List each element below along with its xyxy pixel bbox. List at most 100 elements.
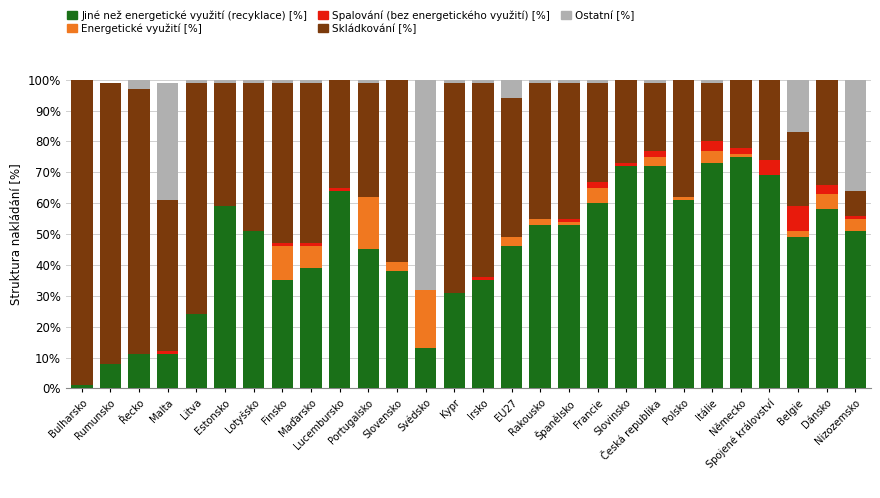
Bar	[587, 80, 608, 83]
Bar	[215, 80, 236, 83]
Bar	[300, 247, 322, 268]
Bar	[816, 194, 838, 209]
Bar	[99, 83, 121, 364]
Bar	[730, 147, 752, 154]
Bar	[444, 293, 465, 388]
Bar	[473, 280, 494, 388]
Bar	[759, 80, 781, 160]
Bar	[845, 219, 866, 231]
Bar	[357, 83, 379, 197]
Bar	[157, 200, 179, 352]
Bar	[816, 80, 838, 185]
Bar	[414, 80, 436, 290]
Bar	[414, 348, 436, 388]
Bar	[644, 83, 665, 151]
Bar	[272, 80, 293, 83]
Bar	[157, 352, 179, 355]
Bar	[128, 355, 150, 388]
Bar	[272, 244, 293, 247]
Bar	[444, 80, 465, 83]
Bar	[587, 188, 608, 203]
Bar	[300, 80, 322, 83]
Bar	[243, 83, 264, 231]
Bar	[329, 80, 350, 188]
Bar	[644, 157, 665, 166]
Bar	[272, 83, 293, 244]
Bar	[587, 203, 608, 388]
Bar	[788, 237, 809, 388]
Bar	[587, 182, 608, 188]
Bar	[673, 197, 694, 200]
Bar	[615, 166, 637, 388]
Bar	[615, 163, 637, 166]
Bar	[730, 157, 752, 388]
Bar	[272, 247, 293, 280]
Bar	[701, 163, 722, 388]
Bar	[444, 83, 465, 293]
Bar	[473, 80, 494, 83]
Bar	[128, 89, 150, 355]
Bar	[644, 166, 665, 388]
Bar	[99, 364, 121, 388]
Bar	[473, 277, 494, 280]
Bar	[788, 80, 809, 132]
Bar	[845, 231, 866, 388]
Bar	[788, 132, 809, 206]
Y-axis label: Struktura nakládání [%]: Struktura nakládání [%]	[9, 163, 22, 305]
Bar	[587, 83, 608, 182]
Bar	[186, 80, 207, 83]
Bar	[701, 80, 722, 83]
Bar	[243, 231, 264, 388]
Bar	[186, 83, 207, 314]
Bar	[530, 80, 551, 83]
Bar	[701, 151, 722, 163]
Bar	[730, 80, 752, 147]
Bar	[386, 271, 407, 388]
Bar	[357, 249, 379, 388]
Bar	[71, 80, 92, 385]
Bar	[357, 80, 379, 83]
Bar	[386, 80, 407, 262]
Bar	[558, 83, 580, 219]
Bar	[673, 80, 694, 197]
Bar	[530, 225, 551, 388]
Bar	[558, 80, 580, 83]
Bar	[816, 209, 838, 388]
Bar	[845, 191, 866, 216]
Bar	[357, 197, 379, 249]
Bar	[530, 219, 551, 225]
Bar	[845, 80, 866, 191]
Bar	[701, 141, 722, 151]
Bar	[730, 154, 752, 157]
Bar	[558, 219, 580, 222]
Bar	[215, 83, 236, 206]
Bar	[157, 83, 179, 200]
Bar	[272, 280, 293, 388]
Bar	[644, 80, 665, 83]
Bar	[673, 200, 694, 388]
Bar	[329, 188, 350, 191]
Bar	[501, 237, 523, 247]
Bar	[243, 80, 264, 83]
Bar	[501, 80, 523, 98]
Bar	[501, 98, 523, 237]
Bar	[186, 314, 207, 388]
Bar	[530, 83, 551, 219]
Legend: Jiné než energetické využití (recyklace) [%], Energetické využití [%], Spalování: Jiné než energetické využití (recyklace)…	[67, 10, 634, 34]
Bar	[644, 151, 665, 157]
Bar	[845, 216, 866, 219]
Bar	[215, 206, 236, 388]
Bar	[759, 160, 781, 175]
Bar	[157, 355, 179, 388]
Bar	[788, 231, 809, 237]
Bar	[558, 225, 580, 388]
Bar	[501, 247, 523, 388]
Bar	[473, 83, 494, 277]
Bar	[615, 80, 637, 163]
Bar	[386, 262, 407, 271]
Bar	[759, 175, 781, 388]
Bar	[300, 268, 322, 388]
Bar	[701, 83, 722, 141]
Bar	[414, 290, 436, 348]
Bar	[329, 191, 350, 388]
